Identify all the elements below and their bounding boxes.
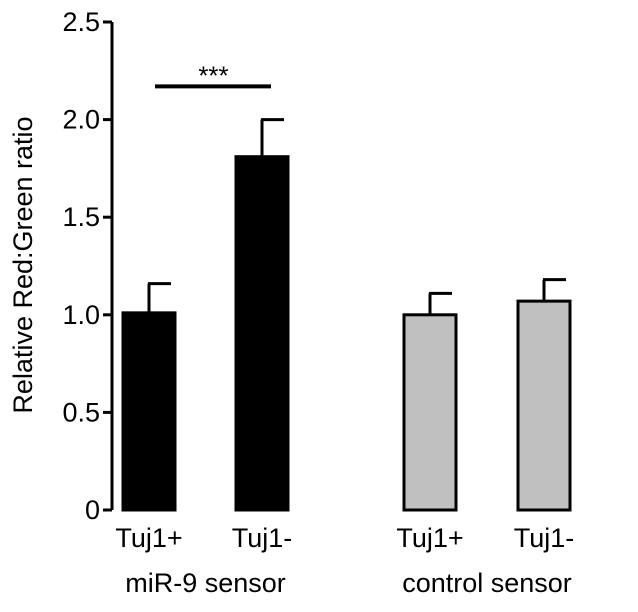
bar (516, 299, 572, 512)
y-axis-label: Relative Red:Green ratio (8, 116, 38, 413)
group-label: control sensor (402, 568, 572, 598)
bar (402, 313, 458, 512)
x-tick-label: Tuj1- (232, 523, 293, 553)
y-tick-label: 0 (85, 495, 100, 525)
y-axis: 0 0.5 1.0 1.5 2.0 2.5 (62, 7, 114, 525)
x-tick-label: Tuj1- (514, 523, 575, 553)
x-tick-label: Tuj1+ (396, 523, 463, 553)
x-tick-label: Tuj1+ (115, 523, 182, 553)
bar (121, 311, 177, 512)
y-tick-label: 0.5 (62, 397, 100, 427)
y-tick-label: 2.5 (62, 7, 100, 37)
group-label: miR-9 sensor (125, 568, 286, 598)
y-tick-label: 1.5 (62, 202, 100, 232)
significance-label: *** (198, 60, 228, 90)
bars: Tuj1+ Tuj1- Tuj1+ Tuj1- miR-9 sensor control … (115, 60, 574, 598)
y-tick-label: 1.0 (62, 300, 100, 330)
y-tick-label: 2.0 (62, 105, 100, 135)
bar (234, 155, 290, 512)
